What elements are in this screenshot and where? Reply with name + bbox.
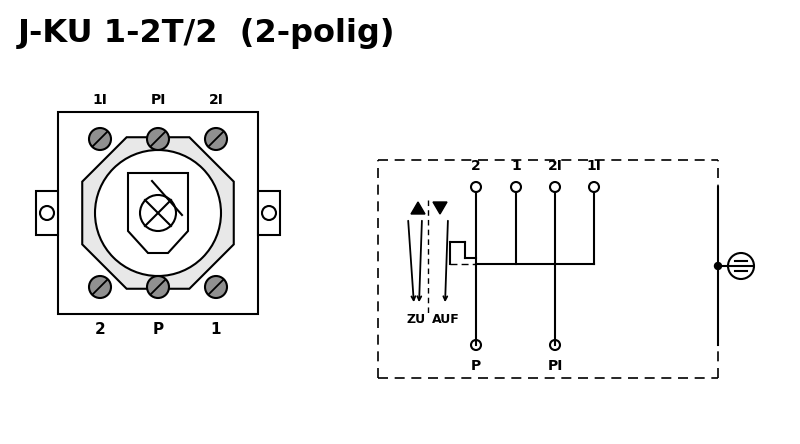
Circle shape — [471, 182, 481, 192]
Text: 1I: 1I — [93, 93, 107, 107]
Bar — [258, 191, 280, 235]
Circle shape — [95, 150, 221, 276]
Polygon shape — [433, 202, 447, 214]
Circle shape — [550, 340, 560, 350]
Text: J-KU 1-2T/2  (2-polig): J-KU 1-2T/2 (2-polig) — [18, 18, 395, 49]
Text: P: P — [153, 322, 163, 337]
Text: PI: PI — [547, 359, 562, 373]
Text: 2: 2 — [471, 159, 481, 173]
Circle shape — [471, 340, 481, 350]
Circle shape — [205, 128, 227, 150]
Text: 2I: 2I — [209, 93, 223, 107]
Text: 1: 1 — [511, 159, 521, 173]
Text: P: P — [471, 359, 481, 373]
Bar — [58, 112, 258, 314]
Text: ZU: ZU — [406, 313, 426, 326]
Text: PI: PI — [150, 93, 166, 107]
Bar — [36, 191, 58, 235]
Circle shape — [589, 182, 599, 192]
Text: 1: 1 — [210, 322, 222, 337]
Circle shape — [714, 262, 722, 270]
Text: 1I: 1I — [586, 159, 602, 173]
Text: AUF: AUF — [432, 313, 460, 326]
Text: 2I: 2I — [547, 159, 562, 173]
Text: 2: 2 — [94, 322, 106, 337]
Circle shape — [147, 128, 169, 150]
Circle shape — [89, 276, 111, 298]
Circle shape — [511, 182, 521, 192]
Circle shape — [147, 276, 169, 298]
Circle shape — [550, 182, 560, 192]
Polygon shape — [82, 137, 234, 289]
Polygon shape — [411, 202, 425, 214]
Circle shape — [89, 128, 111, 150]
Circle shape — [205, 276, 227, 298]
